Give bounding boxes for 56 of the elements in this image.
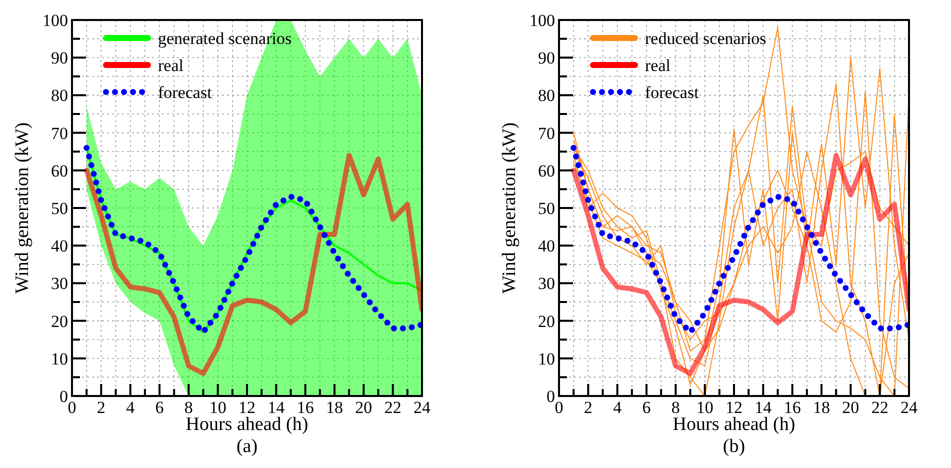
text: (a)	[236, 436, 258, 457]
y-tick-label: 20	[51, 312, 68, 331]
y-tick-label: 40	[51, 236, 68, 256]
x-tick-label: 8	[184, 398, 193, 417]
y-tick-label: 80	[538, 86, 555, 106]
y-tick-label: 100	[530, 10, 555, 30]
legend-label: forecast	[645, 82, 700, 102]
x-tick-label: 10	[209, 398, 226, 417]
x-tick-label: 6	[642, 398, 651, 417]
x-tick-label: 12	[726, 398, 742, 417]
x-tick-label: 14	[754, 398, 772, 417]
x-tick-label: 18	[326, 398, 343, 417]
x-tick-label: 22	[384, 398, 402, 417]
x-tick-label: 16	[784, 398, 801, 417]
legend-label: forecast	[158, 82, 212, 102]
x-tick-label: 14	[268, 398, 286, 417]
y-tick-label: 10	[51, 349, 68, 368]
x-tick-label: 2	[96, 398, 106, 417]
y-tick-label: 40	[538, 236, 555, 256]
x-tick-label: 6	[155, 398, 164, 417]
x-tick-label: 8	[671, 398, 680, 417]
y-tick-label: 10	[538, 349, 555, 368]
y-tick-label: 30	[51, 274, 68, 294]
legend-label: real	[645, 56, 671, 75]
y-tick-label: 20	[538, 312, 555, 331]
x-tick-label: 20	[842, 398, 860, 417]
x-tick-label: 4	[613, 398, 622, 417]
y-axis-title: Wind generation (kW)	[499, 122, 520, 294]
y-tick-label: 30	[538, 274, 555, 294]
x-tick-label: 22	[871, 398, 888, 417]
y-tick-label: 100	[42, 10, 68, 30]
y-tick-label: 80	[51, 86, 68, 106]
x-tick-label: 18	[813, 398, 830, 417]
text: (b)	[722, 436, 746, 457]
x-tick-label: 10	[696, 398, 714, 417]
x-axis-title: Hours ahead (h)	[186, 414, 308, 435]
y-tick-label: 60	[538, 161, 555, 180]
x-tick-label: 12	[238, 398, 256, 417]
y-tick-label: 70	[538, 124, 555, 143]
x-tick-label: 24	[900, 398, 918, 417]
legend-label: generated scenarios	[158, 28, 292, 48]
y-tick-label: 60	[51, 161, 68, 180]
y-tick-label: 90	[538, 48, 555, 68]
y-tick-label: 50	[538, 198, 555, 218]
x-tick-label: 16	[296, 398, 314, 417]
y-tick-label: 70	[51, 124, 68, 143]
x-tick-label: 20	[355, 398, 372, 417]
x-axis-title: Hours ahead (h)	[672, 414, 796, 435]
legend-label: reduced scenarios	[645, 28, 766, 48]
y-axis-title: Wind generation (kW)	[12, 122, 33, 294]
x-tick-label: 2	[584, 398, 592, 417]
x-tick-label: 4	[126, 398, 136, 417]
y-tick-label: 50	[51, 198, 68, 218]
x-tick-label: 24	[414, 398, 431, 417]
y-tick-label: 90	[51, 48, 68, 68]
legend-label: real	[158, 56, 184, 75]
